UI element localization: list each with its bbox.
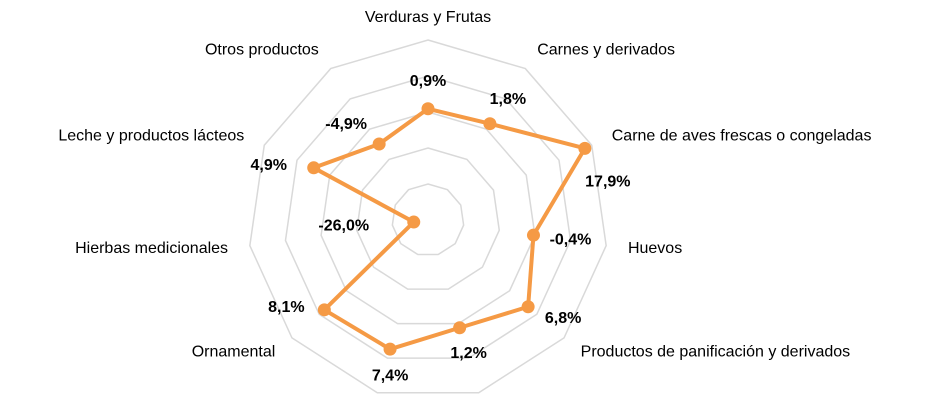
marker (383, 342, 397, 356)
grid-ring (249, 39, 607, 394)
category-label: Leche y productos lácteos (58, 127, 244, 144)
value-label: 4,9% (250, 157, 286, 174)
marker (453, 321, 467, 335)
marker (307, 161, 321, 175)
value-label: 7,4% (372, 367, 408, 384)
marker (317, 303, 331, 317)
category-label: Carne de aves frescas o congeladas (612, 127, 872, 144)
category-label: Verduras y Frutas (365, 9, 491, 26)
marker (421, 102, 435, 116)
marker (578, 141, 592, 155)
grid-ring (391, 183, 465, 256)
grid-ring (355, 147, 501, 290)
marker (521, 300, 535, 314)
value-label: 17,9% (585, 174, 630, 191)
value-label: 0,9% (410, 73, 446, 90)
category-label: Otros productos (205, 41, 319, 58)
marker (372, 137, 386, 151)
value-label: -26,0% (318, 217, 369, 234)
value-label: 1,8% (490, 91, 526, 108)
series-line (311, 106, 587, 352)
grid-ring (320, 111, 536, 325)
marker (526, 228, 540, 242)
value-label: -0,4% (550, 231, 592, 248)
category-label: Hierbas medicionales (75, 240, 228, 257)
category-label: Ornamental (192, 344, 276, 361)
grid-ring (284, 75, 572, 359)
category-label: Carnes y derivados (537, 41, 675, 58)
value-label: 6,8% (545, 310, 581, 327)
value-label: 1,2% (450, 345, 486, 362)
category-label: Huevos (628, 240, 682, 257)
value-label: -4,9% (325, 116, 367, 133)
value-label: 8,1% (268, 299, 304, 316)
category-label: Productos de panificación y derivados (581, 344, 851, 361)
marker (407, 215, 421, 229)
marker (483, 117, 497, 131)
